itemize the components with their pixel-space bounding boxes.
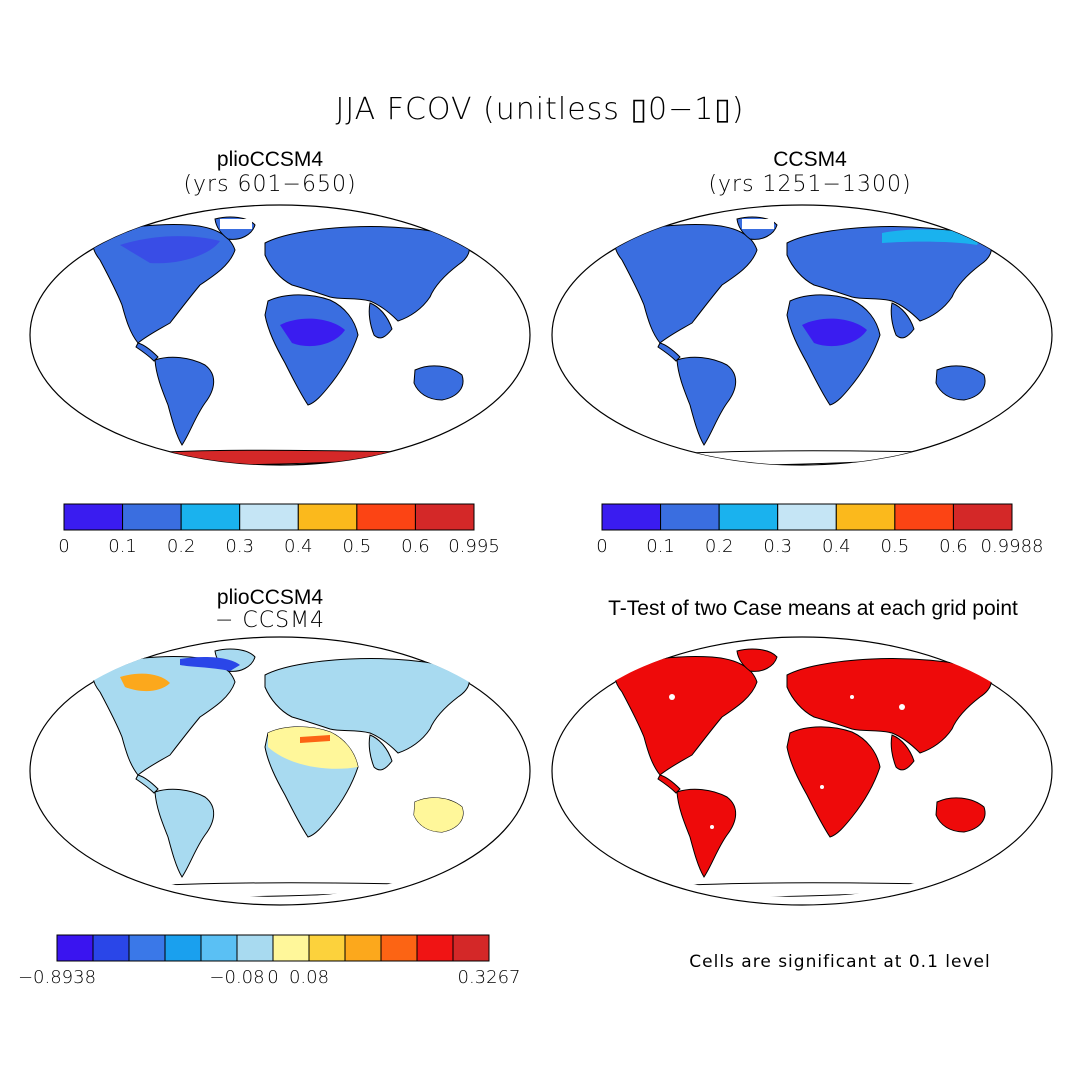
colorbar-tick-label: −0.8938	[18, 967, 96, 988]
colorbar-tick-label: 0.1	[646, 536, 675, 557]
ttest-note: Cells are significant at 0.1 level	[689, 952, 991, 972]
colorbar-tick-label: 0.3267	[458, 967, 521, 988]
colorbar-swatch	[56, 934, 94, 962]
panel-subtitle-ccsm: (yrs 1251−1300)	[708, 172, 912, 197]
colorbar-swatch	[835, 503, 896, 531]
colorbar-tick-label: 0.4	[284, 536, 313, 557]
colorbar-swatch	[180, 503, 241, 531]
colorbar-swatch	[952, 503, 1013, 531]
panel-subtitle-plio: (yrs 601−650)	[183, 172, 357, 197]
colorbar-tick-label: 0.6	[401, 536, 430, 557]
colorbar-tick-label: 0.08	[289, 967, 329, 988]
colorbar-tick-label: 0.2	[705, 536, 734, 557]
map-diff	[29, 636, 531, 906]
panel-subtitle-diff: − CCSM4	[214, 608, 326, 633]
colorbar-swatch	[414, 503, 475, 531]
colorbar-tick-label: 0	[58, 536, 69, 557]
colorbar-tick-label: 0.9988	[981, 536, 1044, 557]
colorbar-swatch	[601, 503, 662, 531]
colorbar-swatch	[164, 934, 202, 962]
colorbar-tick-label: 0.2	[167, 536, 196, 557]
colorbar-swatch	[63, 503, 124, 531]
colorbar-swatch	[660, 503, 720, 531]
panel-title-diff: plioCCSM4	[216, 586, 324, 609]
colorbar-tick-label: 0.5	[343, 536, 372, 557]
colorbar-swatch	[272, 934, 310, 962]
map-ttest	[551, 636, 1053, 906]
map-ccsm	[551, 204, 1053, 466]
colorbar-swatch	[452, 934, 490, 962]
colorbar-plio: 0 0.1 0.2 0.3 0.4 0.5 0.6 0.995	[58, 503, 500, 557]
colorbar-tick-label: 0.6	[939, 536, 968, 557]
panel-title-ccsm: CCSM4	[773, 148, 847, 171]
colorbar-swatch	[297, 503, 358, 531]
colorbar-swatch	[122, 503, 182, 531]
colorbar-swatch	[239, 503, 299, 531]
panel-title-plio: plioCCSM4	[216, 148, 324, 171]
map-plio	[29, 204, 531, 466]
colorbar-tick-label: 0.3	[225, 536, 254, 557]
colorbar-swatch	[894, 503, 954, 531]
colorbar-swatch	[200, 934, 238, 962]
colorbar-tick-label: 0.3	[763, 536, 792, 557]
colorbar-ccsm: 0 0.1 0.2 0.3 0.4 0.5 0.6 0.9988	[596, 503, 1044, 557]
colorbar-tick-label: 0.5	[881, 536, 910, 557]
panel-title-ttest: T-Test of two Case means at each grid po…	[608, 597, 1018, 620]
colorbar-swatch	[236, 934, 274, 962]
colorbar-diff: −0.8938 −0.08 0 0.08 0.3267	[18, 934, 521, 988]
colorbar-tick-label: 0	[596, 536, 607, 557]
figure-title: JJA FCOV (unitless ▯0−1▯)	[335, 92, 745, 127]
colorbar-swatch	[777, 503, 837, 531]
colorbar-tick-label: 0.995	[448, 536, 500, 557]
colorbar-tick-label: 0.4	[822, 536, 851, 557]
colorbar-tick-label: 0.1	[108, 536, 137, 557]
colorbar-swatch	[416, 934, 454, 962]
colorbar-swatch	[92, 934, 130, 962]
colorbar-swatch	[718, 503, 779, 531]
colorbar-swatch	[128, 934, 166, 962]
colorbar-tick-label: 0	[267, 967, 278, 988]
colorbar-swatch	[308, 934, 346, 962]
colorbar-tick-label: −0.08	[209, 967, 264, 988]
colorbar-swatch	[356, 503, 416, 531]
colorbar-swatch	[344, 934, 382, 962]
colorbar-swatch	[380, 934, 418, 962]
